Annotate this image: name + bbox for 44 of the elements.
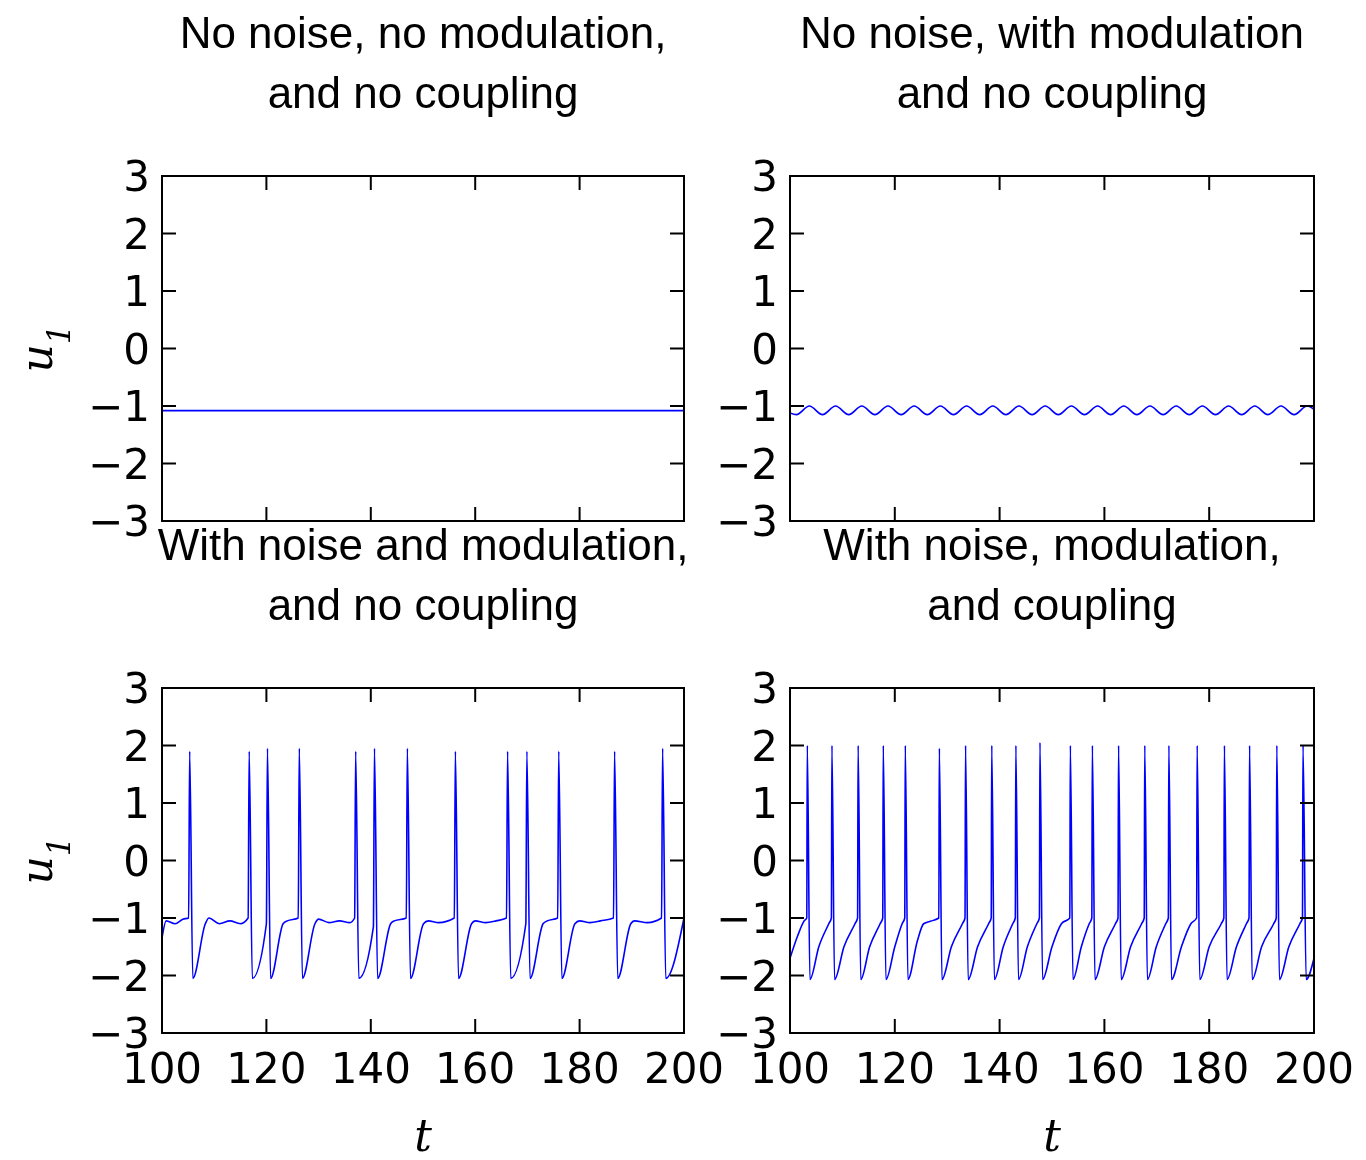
y-tick-label: −3 [716, 497, 778, 546]
x-tick-label: 180 [539, 1044, 620, 1093]
x-tick-label: 200 [1273, 1044, 1355, 1093]
x-tick-label: 120 [226, 1044, 307, 1093]
y-tick-label: 0 [123, 836, 150, 886]
y-tick-label: 2 [751, 209, 778, 259]
y-tick-label: 1 [123, 267, 150, 316]
y-tick-label: 2 [123, 209, 150, 259]
y-tick-label: 1 [123, 779, 150, 828]
y-tick-label: −2 [716, 439, 778, 489]
x-tick-label: 140 [330, 1044, 411, 1093]
y-tick-label: 1 [751, 267, 778, 316]
x-tick-label: 180 [1169, 1044, 1250, 1093]
y-tick-label: −1 [88, 382, 150, 431]
y-tick-label: 0 [751, 324, 778, 374]
y-tick-label: 3 [123, 664, 150, 713]
x-tick-label: 160 [435, 1044, 516, 1093]
y-tick-label: 1 [751, 779, 778, 828]
chart-title: With noise and modulation, and no coupling [157, 520, 689, 629]
y-tick-label: 3 [123, 152, 150, 201]
x-tick-label: 160 [1064, 1044, 1145, 1093]
y-tick-label: 3 [751, 152, 778, 201]
y-tick-label: 0 [123, 324, 150, 374]
x-tick-label: 140 [959, 1044, 1040, 1093]
line-series [790, 405, 1314, 416]
y-tick-label: 2 [123, 721, 150, 771]
y-tick-label: 3 [751, 664, 778, 713]
line-series [790, 741, 1314, 981]
chart-title: No noise, no modulation, and no coupling [179, 8, 667, 117]
x-axis-title: t [414, 1110, 433, 1160]
y-tick-label: −1 [716, 894, 778, 943]
y-tick-label: −2 [88, 951, 150, 1001]
chart-title: No noise, with modulation and no coupling [800, 8, 1304, 117]
y-tick-label: −2 [716, 951, 778, 1001]
y-tick-label: −1 [716, 382, 778, 431]
y-tick-label: 2 [751, 721, 778, 771]
y-tick-label: 0 [751, 836, 778, 886]
x-tick-label: 120 [854, 1044, 935, 1093]
y-tick-label: −1 [88, 894, 150, 943]
y-tick-label: −2 [88, 439, 150, 489]
line-series [162, 747, 684, 980]
x-axis-title: t [1043, 1110, 1062, 1160]
chart-title: With noise, modulation, and coupling [823, 520, 1281, 629]
y-tick-label: −3 [88, 497, 150, 546]
